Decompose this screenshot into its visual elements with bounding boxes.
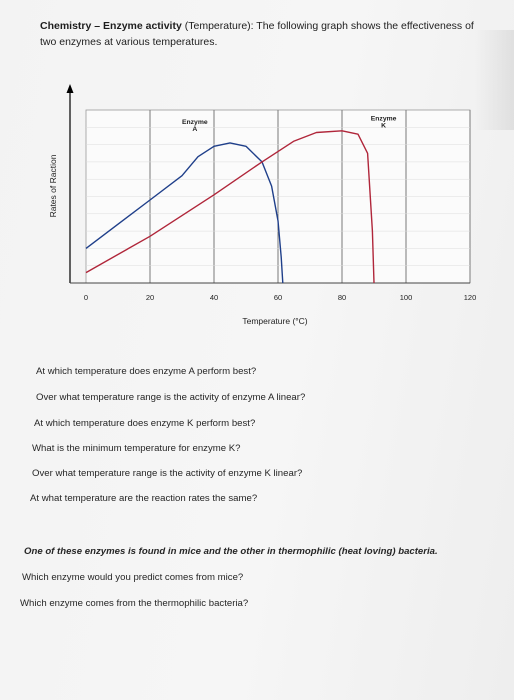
x-tick-label-80: 80	[338, 293, 346, 302]
annotation-label-0: Enzyme	[182, 119, 208, 126]
x-tick-label-20: 20	[146, 293, 154, 302]
series-line-enzyme-k	[85, 130, 375, 284]
question-4: What is the minimum temperature for enzy…	[32, 443, 241, 454]
series-line-enzyme-a	[85, 142, 284, 284]
intro-statement: One of these enzymes is found in mice an…	[24, 546, 438, 557]
question-2: Over what temperature range is the activ…	[36, 392, 306, 403]
x-tick-label-40: 40	[210, 293, 218, 302]
header-title: Chemistry – Enzyme activity	[40, 20, 182, 32]
worksheet-header: Chemistry – Enzyme activity (Temperature…	[40, 18, 488, 50]
chart-series	[85, 130, 375, 284]
question-6: At what temperature are the reaction rat…	[30, 493, 258, 504]
question-5: Over what temperature range is the activ…	[32, 468, 303, 479]
header-description: (Temperature): The following graph shows…	[40, 20, 474, 48]
page-edge-shadow	[474, 30, 514, 130]
question-3: At which temperature does enzyme K perfo…	[34, 418, 256, 429]
question-1: At which temperature does enzyme A perfo…	[36, 366, 257, 377]
annotation-letter-0: A	[192, 126, 197, 133]
x-tick-labels: 0 20 40 60 80 100 120	[84, 293, 476, 302]
annotation-letter-1: K	[381, 122, 386, 129]
x-tick-label-60: 60	[274, 293, 282, 302]
x-axis-label: Temperature (°C)	[242, 316, 307, 326]
y-axis-arrow	[66, 84, 74, 93]
x-tick-label-120: 120	[464, 293, 477, 302]
question-7: Which enzyme would you predict comes fro…	[22, 572, 244, 583]
x-tick-label-100: 100	[400, 293, 413, 302]
x-tick-label-0: 0	[84, 293, 88, 302]
chart-grid	[85, 109, 471, 284]
question-8: Which enzyme comes from the thermophilic…	[20, 598, 249, 609]
y-axis-label: Rates of Raction	[48, 154, 58, 217]
annotation-label-1: Enzyme	[371, 115, 397, 122]
